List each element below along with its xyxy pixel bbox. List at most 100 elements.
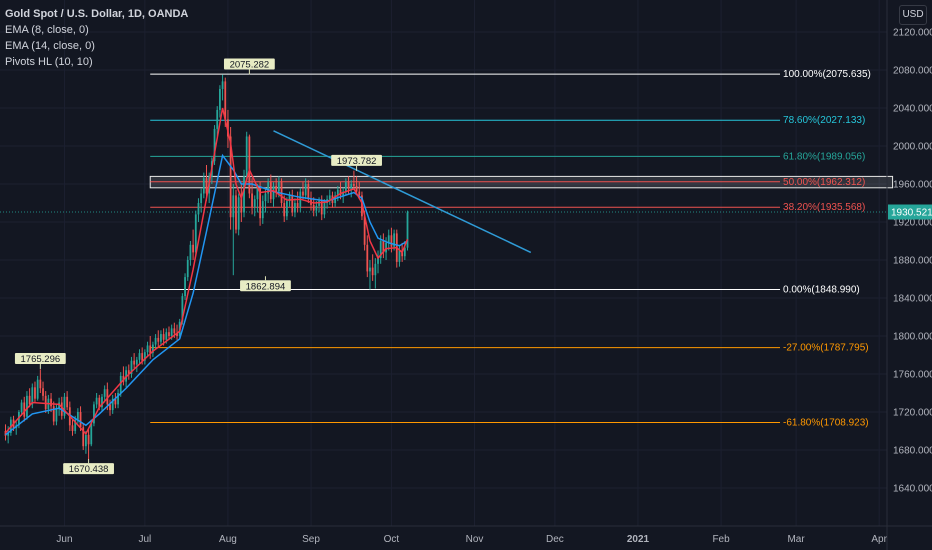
- candle: [235, 189, 237, 234]
- candle: [39, 369, 42, 393]
- candle-body: [173, 328, 176, 334]
- candle: [157, 330, 160, 348]
- candle: [143, 349, 146, 365]
- candle-body: [186, 260, 189, 278]
- candle-body: [369, 267, 371, 272]
- candle-body: [251, 193, 253, 207]
- candle: [369, 260, 371, 290]
- candle-body: [224, 81, 227, 120]
- candle-body: [42, 388, 44, 396]
- current-price-tag: [888, 204, 932, 220]
- candle-body: [101, 396, 103, 408]
- candle-body: [165, 332, 168, 340]
- candle: [34, 381, 36, 403]
- candle: [50, 393, 52, 412]
- candle: [192, 229, 194, 260]
- candle: [95, 393, 98, 409]
- candle: [398, 244, 401, 267]
- candle: [216, 106, 219, 137]
- candle: [288, 191, 291, 207]
- candle: [253, 195, 256, 217]
- candle-body: [323, 203, 326, 215]
- candle-body: [240, 197, 243, 213]
- price-tick-label: 1920.000: [893, 218, 932, 229]
- candle: [382, 233, 385, 259]
- candle-body: [403, 247, 406, 257]
- candle-body: [26, 395, 28, 417]
- candle: [286, 197, 288, 221]
- currency-button[interactable]: USD: [899, 5, 927, 25]
- fib-level-label: 78.60%(2027.133): [783, 115, 865, 126]
- candle: [245, 131, 248, 181]
- candle: [221, 74, 224, 101]
- candle-body: [235, 195, 237, 230]
- candle-body: [315, 205, 318, 211]
- candle-body: [154, 337, 157, 345]
- candle: [168, 326, 170, 340]
- candle: [194, 210, 197, 257]
- candle-body: [304, 184, 307, 196]
- fib-level-label: -27.00%(1787.795): [783, 343, 869, 354]
- candle: [66, 391, 69, 411]
- candle-body: [221, 81, 224, 89]
- candle: [393, 229, 395, 251]
- candle-body: [347, 182, 350, 189]
- candle-body: [23, 402, 26, 417]
- candle-body: [336, 189, 339, 196]
- candle-body: [7, 432, 10, 436]
- indicator-ema-8[interactable]: EMA (8, close, 0): [5, 24, 89, 36]
- time-tick-label: Sep: [302, 534, 320, 545]
- candle: [149, 336, 152, 359]
- candle-body: [114, 398, 117, 405]
- candle-body: [194, 214, 197, 253]
- grid: [0, 0, 887, 526]
- candle-body: [176, 333, 178, 336]
- candle-body: [353, 184, 355, 186]
- candle: [52, 401, 55, 426]
- pivot-label: 1765.296: [21, 354, 61, 365]
- candle: [200, 188, 203, 213]
- candle: [243, 169, 245, 218]
- fib-level-label: 61.80%(1989.056): [783, 151, 865, 162]
- fib-level-label: 100.00%(2075.635): [783, 69, 871, 80]
- candle-body: [119, 375, 122, 393]
- candle: [315, 201, 318, 217]
- candle: [111, 394, 114, 414]
- indicator-pivots[interactable]: Pivots HL (10, 10): [5, 56, 93, 68]
- candle-body: [216, 109, 219, 129]
- price-tick-label: 1960.000: [893, 180, 932, 191]
- candle-body: [302, 191, 304, 196]
- time-tick-label: Oct: [384, 534, 400, 545]
- candle: [189, 241, 192, 266]
- candle: [374, 258, 377, 289]
- candle: [267, 178, 270, 203]
- time-tick-label: Dec: [546, 534, 564, 545]
- candle-body: [98, 397, 101, 408]
- candle-body: [71, 425, 74, 431]
- indicator-ema-14[interactable]: EMA (14, close, 0): [5, 40, 95, 52]
- candle-body: [355, 185, 358, 192]
- time-tick-label: Feb: [712, 534, 730, 545]
- candle-body: [294, 203, 296, 213]
- candle: [152, 341, 154, 357]
- candle: [117, 389, 119, 409]
- candle: [328, 189, 331, 205]
- candle: [109, 399, 111, 416]
- time-tick-label: 2021: [627, 534, 650, 545]
- candle: [272, 182, 275, 207]
- candle-body: [342, 191, 345, 196]
- current-price-label: 1930.521: [891, 208, 932, 219]
- candle-body: [259, 187, 261, 219]
- candle-body: [197, 203, 200, 215]
- candle-body: [82, 427, 85, 447]
- candle: [55, 404, 58, 426]
- pivot-label: 1862.894: [246, 281, 286, 292]
- candle-body: [79, 412, 82, 428]
- candle: [213, 125, 216, 165]
- candle-body: [219, 89, 221, 110]
- candle-body: [31, 387, 34, 405]
- candle: [202, 172, 205, 199]
- candle: [219, 85, 221, 118]
